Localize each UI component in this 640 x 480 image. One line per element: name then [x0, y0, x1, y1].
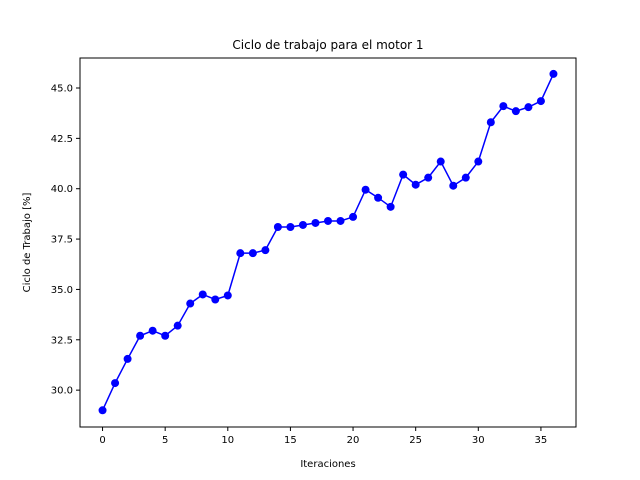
data-point — [223, 291, 232, 300]
y-tick-label: 35.0 — [51, 285, 73, 296]
x-tick-label: 25 — [409, 435, 422, 446]
x-tick-label: 30 — [472, 435, 485, 446]
data-point — [399, 170, 408, 179]
data-point — [161, 331, 170, 340]
y-tick-label: 45.0 — [51, 84, 73, 95]
y-tick-label: 40.0 — [51, 184, 73, 195]
data-point — [386, 202, 395, 211]
data-point — [324, 216, 332, 225]
data-point — [374, 193, 383, 202]
data-point — [148, 326, 157, 335]
data-point — [311, 218, 320, 227]
x-tick-label: 0 — [99, 435, 105, 446]
data-point — [474, 157, 483, 166]
data-point — [449, 181, 458, 190]
data-point — [486, 118, 495, 127]
data-point — [136, 331, 145, 340]
data-point — [173, 321, 182, 330]
data-point — [424, 173, 433, 182]
data-point — [411, 180, 420, 189]
data-point — [273, 222, 282, 231]
x-tick-label: 10 — [221, 435, 234, 446]
data-point — [123, 354, 132, 363]
y-axis-title: Ciclo de Trabajo [%] — [22, 193, 33, 293]
data-point — [248, 249, 257, 258]
x-tick-label: 5 — [162, 435, 168, 446]
data-point — [286, 222, 295, 231]
y-axis-ticks: 30.0 32.5 35.0 37.5 40.0 42.5 45.0 — [51, 84, 80, 397]
y-tick-label: 37.5 — [51, 235, 73, 246]
series-layer — [98, 69, 558, 415]
x-tick-label: 35 — [535, 435, 548, 446]
data-point — [349, 212, 358, 221]
data-point — [298, 220, 307, 229]
data-point — [499, 102, 508, 111]
x-tick-label: 20 — [347, 435, 360, 446]
x-axis-ticks: 0 5 10 15 20 25 30 35 — [99, 427, 547, 446]
data-point — [111, 379, 120, 388]
x-tick-label: 15 — [284, 435, 297, 446]
y-tick-label: 42.5 — [51, 134, 73, 145]
data-point — [361, 185, 370, 194]
data-point — [524, 103, 533, 112]
x-axis-title: Iteraciones — [300, 459, 355, 470]
data-point — [549, 69, 558, 78]
data-point — [436, 157, 445, 166]
data-point — [461, 173, 470, 182]
plot-frame — [79, 57, 577, 428]
data-point — [236, 249, 245, 258]
data-point — [211, 295, 220, 304]
data-point — [186, 299, 195, 308]
y-tick-label: 32.5 — [51, 335, 73, 346]
data-point — [98, 406, 107, 415]
data-point — [336, 216, 345, 225]
data-point — [511, 107, 520, 116]
chart-title: Ciclo de trabajo para el motor 1 — [232, 38, 423, 52]
data-point — [198, 290, 207, 299]
data-point — [261, 246, 270, 255]
data-point — [536, 97, 545, 106]
y-tick-label: 30.0 — [51, 386, 73, 397]
